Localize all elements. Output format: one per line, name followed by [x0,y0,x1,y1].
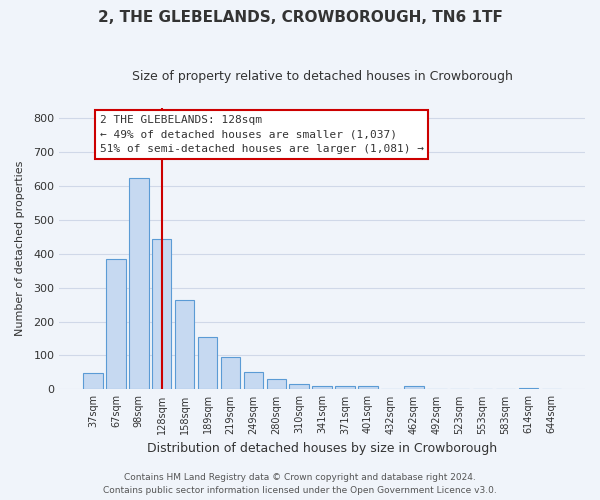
Title: Size of property relative to detached houses in Crowborough: Size of property relative to detached ho… [132,70,512,83]
Text: 2 THE GLEBELANDS: 128sqm
← 49% of detached houses are smaller (1,037)
51% of sem: 2 THE GLEBELANDS: 128sqm ← 49% of detach… [100,114,424,154]
X-axis label: Distribution of detached houses by size in Crowborough: Distribution of detached houses by size … [147,442,497,455]
Y-axis label: Number of detached properties: Number of detached properties [15,161,25,336]
Bar [404,386,424,390]
Bar [519,388,538,390]
Bar [313,386,332,390]
Text: 2, THE GLEBELANDS, CROWBOROUGH, TN6 1TF: 2, THE GLEBELANDS, CROWBOROUGH, TN6 1TF [98,10,502,25]
Bar [175,300,194,390]
Bar [198,337,217,390]
Bar [244,372,263,390]
Bar [335,386,355,390]
Bar [106,259,125,390]
Bar [83,373,103,390]
Text: Contains HM Land Registry data © Crown copyright and database right 2024.
Contai: Contains HM Land Registry data © Crown c… [103,474,497,495]
Bar [152,240,172,390]
Bar [266,380,286,390]
Bar [358,386,378,390]
Bar [129,178,149,390]
Bar [221,356,240,390]
Bar [289,384,309,390]
